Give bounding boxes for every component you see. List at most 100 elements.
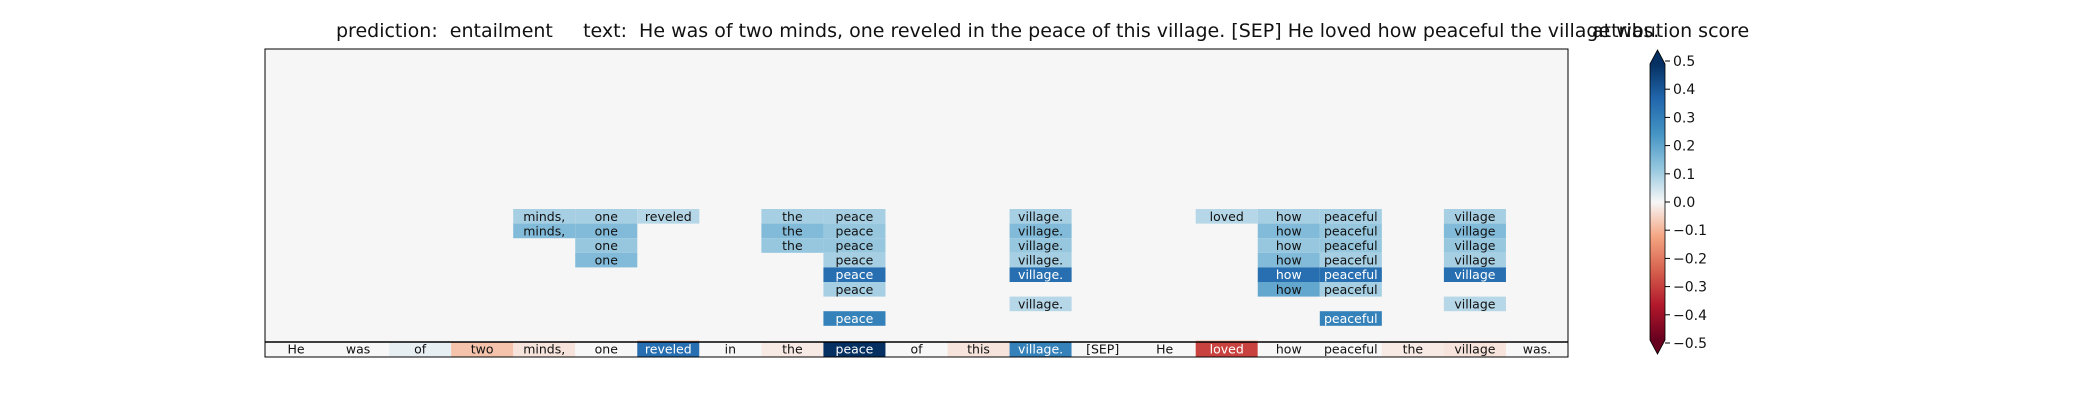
chart-title: prediction: entailment text: He was of t… xyxy=(336,20,1660,42)
token-cell xyxy=(823,342,886,357)
plot-background xyxy=(265,49,1568,357)
token-label: minds, xyxy=(523,342,565,357)
cell-label: village xyxy=(1454,209,1495,224)
heatmap-cell xyxy=(1319,252,1382,268)
cell-label: peace xyxy=(836,209,874,224)
heatmap-cell xyxy=(513,223,576,239)
heatmap-cell xyxy=(575,223,638,239)
cell-label: peaceful xyxy=(1324,238,1378,253)
token-label: how xyxy=(1276,342,1302,357)
token-cell xyxy=(265,342,328,357)
token-cell xyxy=(1381,342,1444,357)
cell-label: village xyxy=(1454,223,1495,238)
token-label: loved xyxy=(1210,342,1244,357)
colorbar-tick-label: 0.2 xyxy=(1673,139,1695,155)
cell-label: village. xyxy=(1018,238,1063,253)
token-cell xyxy=(1319,342,1382,357)
heatmap-cell xyxy=(1257,252,1320,268)
cell-label: minds, xyxy=(523,209,565,224)
heatmap-cell xyxy=(823,223,886,239)
token-label: this xyxy=(967,342,990,357)
token-label: [SEP] xyxy=(1086,342,1119,357)
heatmap-cell xyxy=(1009,238,1072,253)
colorbar-tick-label: 0.1 xyxy=(1673,167,1695,183)
cell-label: peaceful xyxy=(1324,267,1378,282)
token-label: He xyxy=(1156,342,1173,357)
token-label: peace xyxy=(836,342,874,357)
cell-label: village. xyxy=(1018,267,1063,282)
heatmap-cell xyxy=(1257,209,1320,224)
token-cell xyxy=(761,342,824,357)
heatmap-cell xyxy=(1443,223,1506,239)
heatmap-cell xyxy=(1443,296,1506,312)
cell-label: peace xyxy=(836,267,874,282)
cell-label: minds, xyxy=(523,223,565,238)
token-cell xyxy=(1133,342,1196,357)
cell-label: village xyxy=(1454,296,1495,311)
heatmap-cell xyxy=(1319,267,1382,282)
cell-label: peaceful xyxy=(1324,253,1378,268)
cell-label: peace xyxy=(836,311,874,326)
cell-label: one xyxy=(595,253,619,268)
heatmap-cell xyxy=(1443,238,1506,253)
cell-label: village. xyxy=(1018,253,1063,268)
token-cell xyxy=(1071,342,1134,357)
heatmap-cell xyxy=(1319,311,1382,326)
token-label: the xyxy=(1403,342,1424,357)
cell-label: how xyxy=(1276,209,1302,224)
colorbar-extend-top xyxy=(1650,50,1665,64)
colorbar-tick-label: 0.0 xyxy=(1673,195,1695,211)
cell-label: peaceful xyxy=(1324,209,1378,224)
token-cell xyxy=(885,342,948,357)
heatmap-cell xyxy=(575,252,638,268)
cell-label: peaceful xyxy=(1324,223,1378,238)
token-label: was. xyxy=(1523,342,1551,357)
heatmap-cell xyxy=(637,209,700,224)
colorbar-tick-label: −0.5 xyxy=(1673,336,1707,352)
heatmap-cell xyxy=(1319,223,1382,239)
token-label: village. xyxy=(1018,342,1063,357)
token-cell xyxy=(1505,342,1568,357)
heatmap-cell xyxy=(823,209,886,224)
heatmap-cell xyxy=(1009,223,1072,239)
cell-label: reveled xyxy=(645,209,692,224)
cell-label: village xyxy=(1454,238,1495,253)
cell-label: the xyxy=(782,223,803,238)
colorbar-title: attribution score xyxy=(1592,20,1750,42)
heatmap-cell xyxy=(823,252,886,268)
heatmap-cell xyxy=(1443,209,1506,224)
cell-label: how xyxy=(1276,282,1302,297)
token-label: of xyxy=(414,342,427,357)
colorbar-tick-label: 0.5 xyxy=(1673,54,1695,70)
cell-label: village. xyxy=(1018,223,1063,238)
cell-label: the xyxy=(782,209,803,224)
token-label: one xyxy=(595,342,619,357)
heatmap-cell xyxy=(1319,282,1382,297)
heatmap-cell xyxy=(1009,252,1072,268)
token-cell xyxy=(575,342,638,357)
token-label: was xyxy=(346,342,370,357)
cell-label: village. xyxy=(1018,296,1063,311)
heatmap-cell xyxy=(513,209,576,224)
colorbar-outline xyxy=(1649,49,1666,355)
cell-label: how xyxy=(1276,253,1302,268)
heatmap-cell xyxy=(1319,238,1382,253)
heatmap-cell xyxy=(1443,252,1506,268)
cell-label: peace xyxy=(836,223,874,238)
cell-label: village xyxy=(1454,267,1495,282)
heatmap-cell xyxy=(761,238,824,253)
token-cell xyxy=(699,342,762,357)
heatmap-cell xyxy=(1009,209,1072,224)
token-cell xyxy=(1443,342,1506,357)
cell-label: peace xyxy=(836,238,874,253)
cell-label: one xyxy=(595,209,619,224)
heatmap-cell xyxy=(1009,267,1072,282)
token-cell xyxy=(1009,342,1072,357)
colorbar-tick-label: −0.1 xyxy=(1673,223,1707,239)
token-label: two xyxy=(471,342,494,357)
cell-label: peaceful xyxy=(1324,282,1378,297)
heatmap-cell xyxy=(823,282,886,297)
heatmap-cell xyxy=(575,238,638,253)
token-label: reveled xyxy=(645,342,692,357)
